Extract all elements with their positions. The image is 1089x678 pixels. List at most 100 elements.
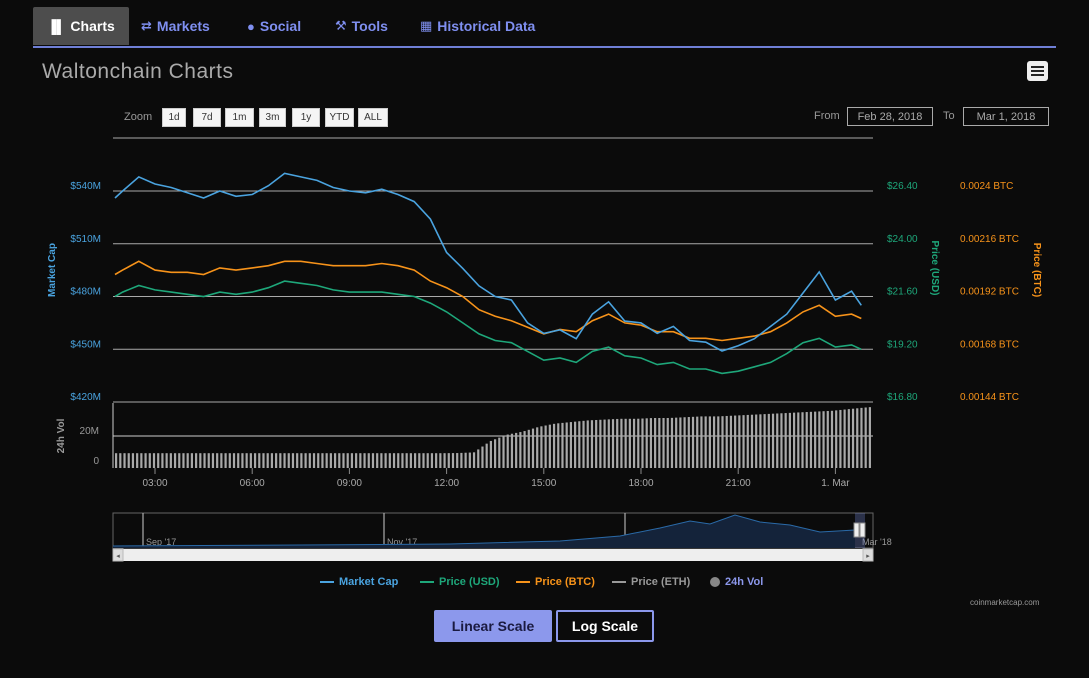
legend-24h-vol[interactable]: 24h Vol [710, 576, 763, 588]
volume-bar [342, 453, 345, 468]
volume-bar [767, 413, 770, 468]
legend-label: Price (BTC) [535, 576, 595, 588]
volume-bar [565, 422, 568, 468]
volume-bar [561, 422, 564, 468]
series-line-market-cap [114, 172, 862, 352]
volume-bar [253, 453, 257, 468]
volume-bar [569, 422, 572, 468]
page-title: Waltonchain Charts [42, 60, 234, 83]
volume-bar [839, 409, 842, 468]
zoom-7d-button[interactable]: 7d [193, 108, 221, 127]
volume-bar [190, 453, 193, 468]
navigator-scrollbar [113, 549, 873, 561]
volume-bar [582, 420, 585, 468]
volume-bar [460, 452, 463, 468]
legend-line-icon [320, 581, 334, 583]
volume-bar [616, 418, 619, 468]
volume-bar [140, 453, 143, 468]
volume-bar [249, 453, 252, 468]
tab-charts[interactable]: ▐▌ Charts [33, 7, 129, 45]
globe-icon: ● [247, 18, 255, 34]
volume-bar [632, 418, 636, 468]
zoom-all-button[interactable]: ALL [358, 108, 388, 127]
volume-bar [721, 416, 724, 468]
legend-market-cap[interactable]: Market Cap [320, 576, 398, 588]
y-tick-price-usd: $21.60 [887, 287, 918, 298]
volume-bar [262, 453, 265, 468]
log-scale-button[interactable]: Log Scale [556, 610, 654, 642]
volume-bar [173, 453, 177, 468]
wrench-icon: ⚒ [335, 18, 347, 33]
x-tick-label: 12:00 [434, 478, 459, 489]
volume-bar [115, 453, 118, 468]
volume-bar [805, 412, 808, 468]
volume-bar [355, 453, 358, 468]
y-tick-price-usd: $26.40 [887, 181, 918, 192]
tab-label: Markets [156, 18, 210, 34]
volume-bar [136, 453, 139, 468]
volume-bar [683, 417, 686, 468]
volume-bar [860, 407, 863, 468]
legend-price-usd[interactable]: Price (USD) [420, 576, 500, 588]
volume-bar [409, 453, 412, 468]
zoom-label: Zoom [124, 111, 153, 123]
volume-bar [376, 453, 379, 468]
volume-bar [586, 420, 589, 468]
tab-label: Social [259, 18, 302, 34]
tab-social[interactable]: ● Social [247, 7, 301, 45]
zoom-1d-button[interactable]: 1d [162, 108, 186, 127]
volume-bar [818, 411, 821, 468]
volume-bar [675, 417, 678, 468]
volume-bar [814, 411, 817, 468]
tab-tools[interactable]: ⚒ Tools [335, 7, 388, 45]
credit-link[interactable]: coinmarketcap.com [970, 598, 1040, 607]
volume-bar [750, 414, 754, 468]
volume-bar [346, 453, 349, 468]
scroll-right-icon: ▸ [866, 553, 870, 560]
legend-price-btc[interactable]: Price (BTC) [516, 576, 595, 588]
zoom-3m-button[interactable]: 3m [259, 108, 286, 127]
volume-bar [489, 440, 492, 468]
volume-bar [864, 407, 867, 468]
chart-menu-button[interactable] [1027, 61, 1048, 81]
zoom-1m-button[interactable]: 1m [225, 108, 254, 127]
tab-markets[interactable]: ⇄ Markets [141, 7, 210, 45]
volume-bar [742, 415, 745, 468]
volume-bar [670, 417, 674, 468]
volume-bar [856, 408, 859, 468]
tab-historical-data[interactable]: ▦ Historical Data [420, 7, 535, 45]
volume-bar [755, 414, 758, 468]
y-tick-price-btc: 0.0024 BTC [960, 181, 1013, 192]
volume-bar [746, 414, 749, 468]
zoom-1y-button[interactable]: 1y [292, 108, 320, 127]
volume-bar [868, 407, 871, 468]
volume-bar [287, 453, 290, 468]
volume-bar [439, 453, 442, 468]
from-date-input[interactable]: Feb 28, 2018 [847, 107, 933, 126]
volume-bar [211, 453, 215, 468]
zoom-ytd-button[interactable]: YTD [325, 108, 354, 127]
volume-bar [392, 453, 396, 468]
volume-bar [641, 418, 644, 468]
hamburger-icon [1031, 66, 1044, 68]
volume-bar [350, 453, 354, 468]
volume-bar [308, 453, 311, 468]
volume-bar [359, 453, 362, 468]
y-tick-volume: 0 [93, 456, 99, 467]
legend-price-eth[interactable]: Price (ETH) [612, 576, 690, 588]
volume-bar [430, 453, 434, 468]
series-line-price-usd [114, 280, 862, 375]
to-date-input[interactable]: Mar 1, 2018 [963, 107, 1049, 126]
volume-bar [784, 413, 787, 468]
navigator-handle-left [853, 522, 860, 538]
navigator-series [112, 514, 856, 547]
navigator-area [113, 515, 855, 548]
y-tick-price-btc: 0.00144 BTC [960, 392, 1019, 403]
legend-dot-icon [710, 577, 720, 587]
tab-bar: ▐▌ Charts ⇄ Markets ● Social ⚒ Tools ▦ H… [33, 7, 1056, 48]
scroll-left-icon: ◂ [116, 553, 120, 560]
volume-bar [443, 453, 446, 468]
linear-scale-button[interactable]: Linear Scale [434, 610, 552, 642]
calendar-icon: ▦ [420, 18, 433, 33]
